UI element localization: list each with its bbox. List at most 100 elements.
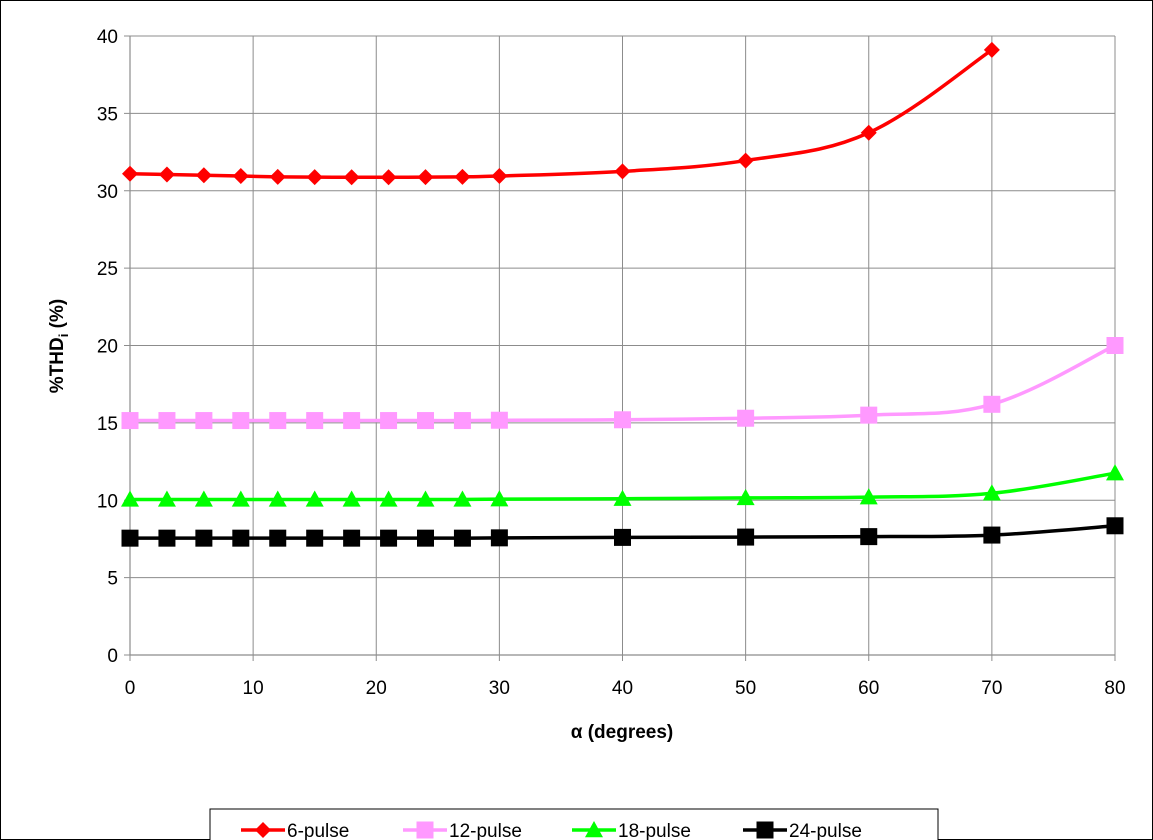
legend-swatch-marker-12-pulse bbox=[416, 821, 434, 839]
data-point-18-pulse bbox=[231, 490, 250, 507]
data-point-18-pulse bbox=[194, 490, 213, 507]
y-tick-label: 25 bbox=[97, 259, 118, 280]
y-tick-label: 5 bbox=[107, 569, 118, 590]
data-point-12-pulse bbox=[490, 411, 508, 429]
data-point-6-pulse bbox=[614, 163, 631, 180]
y-tick-label: 30 bbox=[97, 182, 118, 203]
data-point-18-pulse bbox=[859, 488, 878, 505]
data-point-12-pulse bbox=[195, 412, 213, 430]
x-tick-label: 40 bbox=[612, 678, 633, 699]
data-point-18-pulse bbox=[379, 490, 398, 507]
data-point-6-pulse bbox=[122, 165, 138, 182]
y-axis-title-subscript: i bbox=[56, 334, 71, 338]
data-point-12-pulse bbox=[860, 406, 878, 424]
data-point-12-pulse bbox=[453, 412, 471, 430]
legend-label-6-pulse: 6-pulse bbox=[287, 821, 349, 840]
y-axis-title-prefix: %THD bbox=[47, 337, 68, 393]
data-point-12-pulse bbox=[269, 412, 287, 430]
data-point-24-pulse bbox=[269, 529, 287, 547]
data-point-6-pulse bbox=[343, 169, 360, 186]
data-point-24-pulse bbox=[232, 529, 250, 547]
data-point-18-pulse bbox=[121, 490, 139, 507]
data-point-24-pulse bbox=[121, 529, 139, 547]
data-point-6-pulse bbox=[860, 124, 877, 141]
data-point-24-pulse bbox=[158, 529, 176, 547]
x-tick-label: 50 bbox=[735, 678, 756, 699]
series-markers bbox=[121, 41, 1124, 547]
data-point-6-pulse bbox=[417, 169, 434, 186]
legend-label-12-pulse: 12-pulse bbox=[449, 821, 522, 840]
data-point-12-pulse bbox=[380, 412, 398, 430]
data-point-24-pulse bbox=[417, 529, 434, 547]
legend-swatch-marker-24-pulse bbox=[756, 821, 774, 839]
data-point-6-pulse bbox=[158, 166, 175, 183]
data-point-12-pulse bbox=[983, 395, 1001, 413]
x-tick-label: 60 bbox=[858, 678, 879, 699]
data-point-24-pulse bbox=[306, 529, 324, 547]
legend-swatch-marker-18-pulse bbox=[585, 821, 603, 838]
data-point-12-pulse bbox=[343, 412, 361, 430]
x-tick-label: 10 bbox=[243, 678, 264, 699]
legend-box bbox=[209, 808, 939, 840]
y-tick-label: 0 bbox=[107, 646, 118, 667]
x-tick-label: 30 bbox=[489, 678, 510, 699]
data-point-24-pulse bbox=[380, 529, 398, 547]
data-point-24-pulse bbox=[860, 528, 878, 546]
data-point-24-pulse bbox=[195, 529, 213, 547]
legend: 6-pulse 12-pulse 18-pulse 24-pulse bbox=[209, 808, 939, 840]
data-point-12-pulse bbox=[737, 409, 755, 427]
x-tick-label: 20 bbox=[366, 678, 387, 699]
y-axis-ticks: 0 5 10 15 20 25 30 35 40 bbox=[97, 27, 130, 667]
data-point-12-pulse bbox=[158, 412, 176, 430]
data-point-18-pulse bbox=[1106, 464, 1124, 481]
data-point-18-pulse bbox=[613, 489, 632, 506]
x-tick-label: 0 bbox=[125, 678, 136, 699]
data-point-24-pulse bbox=[490, 529, 508, 547]
data-point-24-pulse bbox=[453, 529, 471, 547]
y-axis-title: %THDi (%) bbox=[47, 299, 71, 393]
data-point-6-pulse bbox=[195, 167, 212, 184]
data-point-6-pulse bbox=[491, 168, 508, 185]
legend-label-24-pulse: 24-pulse bbox=[789, 821, 862, 840]
data-point-12-pulse bbox=[306, 412, 324, 430]
data-point-18-pulse bbox=[490, 490, 509, 507]
legend-label-18-pulse: 18-pulse bbox=[618, 821, 691, 840]
data-point-18-pulse bbox=[416, 490, 435, 507]
data-point-24-pulse bbox=[1106, 517, 1124, 535]
legend-swatch-marker-6-pulse bbox=[255, 822, 271, 838]
data-point-6-pulse bbox=[306, 169, 323, 186]
data-point-6-pulse bbox=[269, 168, 286, 185]
data-point-12-pulse bbox=[121, 412, 139, 430]
data-point-18-pulse bbox=[982, 484, 1001, 501]
x-tick-label: 80 bbox=[1104, 678, 1125, 699]
data-point-24-pulse bbox=[737, 528, 755, 546]
x-axis-ticks: 0 10 20 30 40 50 60 70 80 bbox=[125, 655, 1126, 699]
data-point-12-pulse bbox=[417, 412, 434, 430]
data-point-6-pulse bbox=[232, 168, 249, 185]
data-point-24-pulse bbox=[983, 526, 1001, 544]
data-point-12-pulse bbox=[614, 411, 631, 429]
data-point-18-pulse bbox=[268, 490, 287, 507]
data-point-6-pulse bbox=[454, 168, 471, 185]
x-tick-label: 70 bbox=[981, 678, 1002, 699]
data-point-6-pulse bbox=[380, 169, 397, 186]
y-tick-label: 10 bbox=[97, 491, 118, 512]
data-point-6-pulse bbox=[737, 152, 754, 169]
data-point-18-pulse bbox=[736, 488, 755, 506]
y-tick-label: 20 bbox=[97, 337, 118, 358]
y-axis-title-suffix: (%) bbox=[47, 299, 68, 334]
grid bbox=[129, 35, 1116, 656]
data-point-24-pulse bbox=[614, 528, 631, 546]
data-point-18-pulse bbox=[342, 490, 361, 507]
data-point-6-pulse bbox=[983, 41, 1000, 58]
y-tick-label: 15 bbox=[97, 414, 118, 435]
data-point-18-pulse bbox=[157, 490, 176, 507]
data-point-12-pulse bbox=[232, 412, 250, 430]
y-tick-label: 35 bbox=[97, 104, 118, 125]
data-point-18-pulse bbox=[453, 490, 472, 507]
data-point-12-pulse bbox=[1106, 337, 1124, 354]
data-point-24-pulse bbox=[343, 529, 361, 547]
y-tick-label: 40 bbox=[97, 27, 118, 48]
data-point-18-pulse bbox=[305, 490, 324, 507]
